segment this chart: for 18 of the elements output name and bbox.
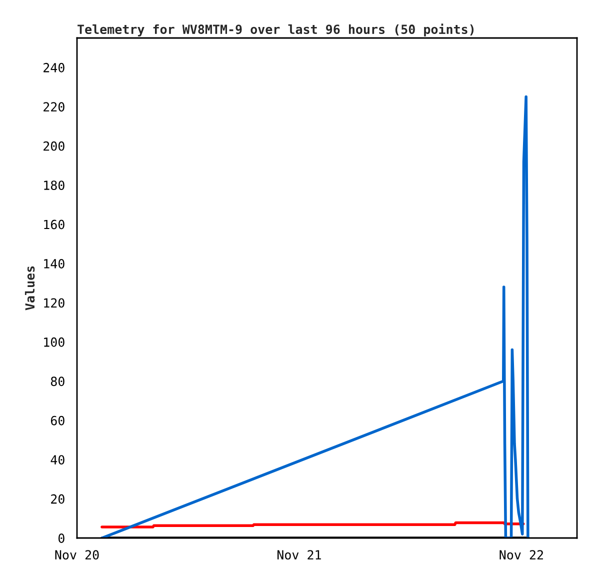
y-tick-label: 60 <box>50 416 64 426</box>
y-axis-title: Values <box>24 266 35 310</box>
y-tick-label: 40 <box>50 455 64 465</box>
y-tick-label: 0 <box>58 534 64 543</box>
y-tick-label: 180 <box>44 180 64 190</box>
x-tick-label: Nov 22 <box>500 550 543 560</box>
y-tick-label: 200 <box>44 141 64 151</box>
y-tick-label: 20 <box>51 494 64 504</box>
x-tick-label: Nov 21 <box>277 550 321 560</box>
y-tick-label: 120 <box>44 298 64 308</box>
x-tick-label: Nov 20 <box>55 550 99 560</box>
y-tick-label: 100 <box>44 337 64 347</box>
chart-title: Telemetry for WV8MTM-9 over last 96 hours (50 points) <box>78 24 474 36</box>
y-tick-label: 240 <box>44 62 64 72</box>
y-tick-label: 140 <box>44 258 64 268</box>
y-tick-label: 80 <box>50 376 64 386</box>
y-tick-label: 220 <box>44 102 64 112</box>
y-tick-label: 160 <box>44 220 64 230</box>
